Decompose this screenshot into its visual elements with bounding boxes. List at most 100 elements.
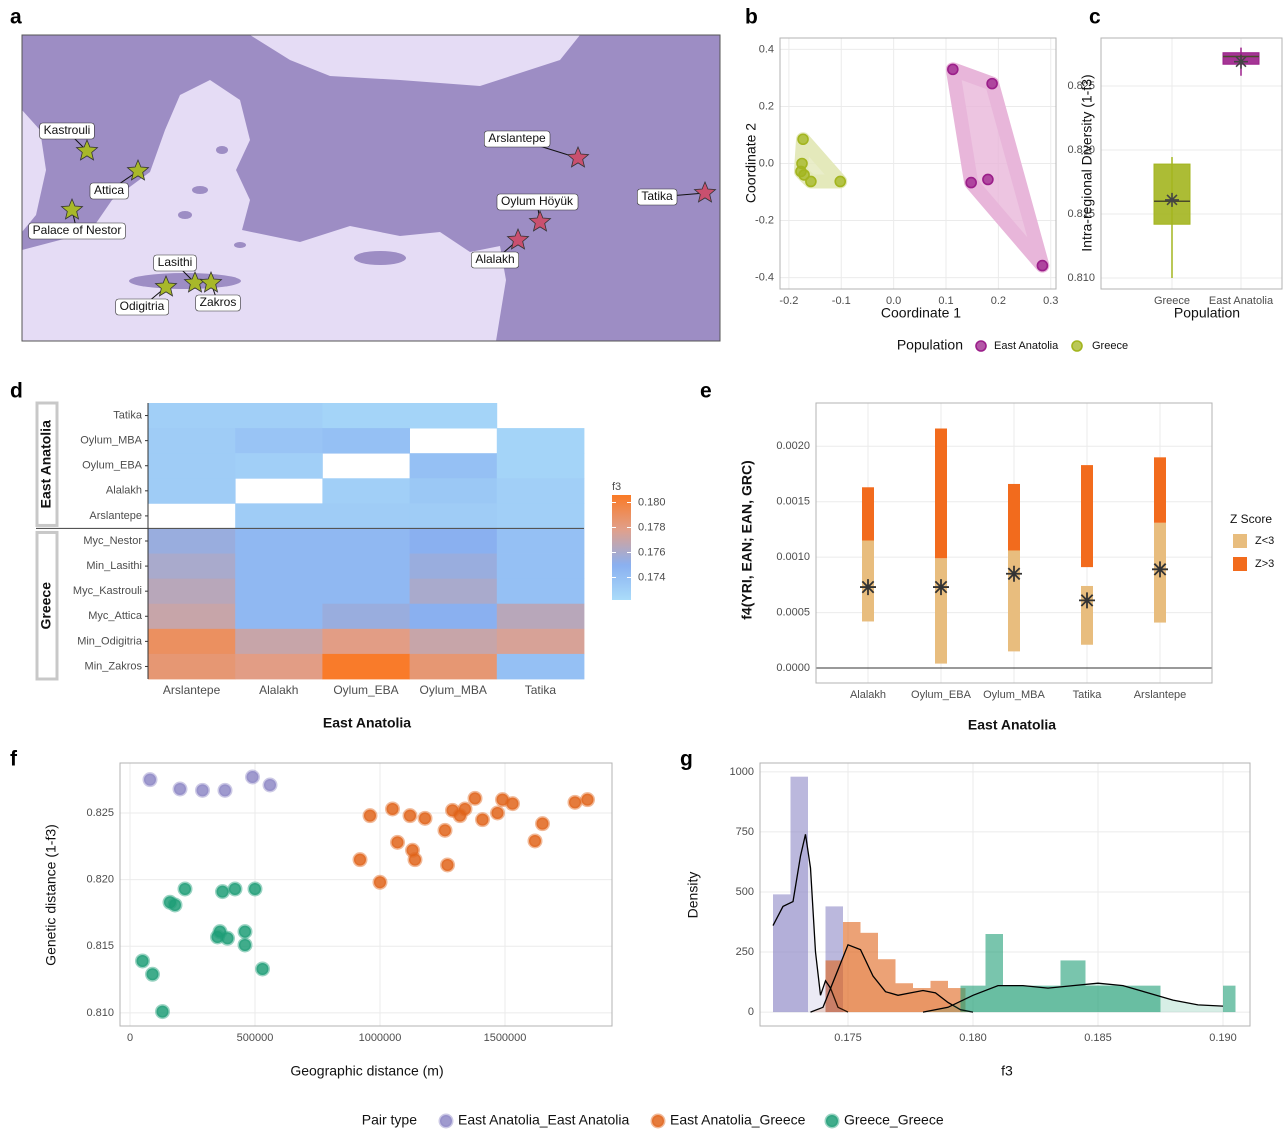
colorbar-label: 0.174 [638, 571, 666, 583]
y-tick-label: 0.825 [86, 807, 114, 819]
colorbar-label: 0.178 [638, 521, 666, 533]
heatmap-cell [235, 403, 323, 428]
y-tick-label: 0 [748, 1006, 754, 1018]
heatmap-cell [322, 503, 410, 528]
heatmap-cell [497, 528, 585, 553]
heatmap-cell [148, 403, 236, 428]
mean-marker [1152, 561, 1168, 577]
legend-symbol [1233, 557, 1247, 571]
point [582, 794, 594, 806]
heatmap-cell [497, 453, 585, 478]
y-tick-label: Min_Zakros [85, 660, 143, 672]
x-tick-label: Alalakh [850, 689, 886, 701]
heatmap-cell [410, 503, 498, 528]
legend-label: East Anatolia_Greece [670, 1112, 806, 1128]
y-tick-label: -0.4 [755, 271, 774, 283]
site-label: Odigitria [120, 299, 165, 313]
point [569, 796, 581, 808]
heatmap-cell [235, 629, 323, 654]
heatmap-cell [322, 629, 410, 654]
legend-symbol [1233, 534, 1247, 548]
colorbar [612, 495, 631, 600]
heatmap-cell [148, 629, 236, 654]
y-tick-label: 0.810 [86, 1007, 114, 1019]
x-axis-title: Geographic distance (m) [290, 1063, 443, 1079]
site-label: Oylum Höyük [501, 194, 574, 208]
point [529, 835, 541, 847]
heatmap-cell [322, 428, 410, 453]
legend-label: East Anatolia [994, 340, 1059, 352]
x-tick-label: Arslantepe [163, 683, 221, 697]
legend-title: Population [897, 337, 963, 353]
point [374, 876, 386, 888]
range-bar [935, 429, 947, 559]
y-axis-title: Genetic distance (1-f3) [43, 824, 59, 966]
y-tick-label: Alalakh [106, 485, 142, 497]
panel-letter: c [1089, 6, 1101, 29]
map-island [234, 242, 246, 248]
point [806, 176, 816, 186]
legend-label: Greece_Greece [844, 1112, 944, 1128]
y-tick-label: 0.0020 [776, 440, 810, 452]
histogram-bar [1223, 986, 1236, 1012]
y-tick-label: Myc_Kastrouli [73, 585, 142, 597]
point [147, 968, 159, 980]
legend-label: Z>3 [1255, 558, 1274, 570]
heatmap-cell [322, 604, 410, 629]
x-axis-title: East Anatolia [323, 715, 411, 731]
point [439, 824, 451, 836]
legend-symbol [976, 341, 986, 351]
point [257, 963, 269, 975]
mean-marker [1165, 193, 1179, 207]
point [987, 79, 997, 89]
map-island [216, 146, 228, 154]
heatmap-cell [497, 428, 585, 453]
point [157, 1006, 169, 1018]
heatmap-cell [148, 579, 236, 604]
point [1037, 261, 1047, 271]
heatmap-cell [235, 604, 323, 629]
plot-background [1101, 38, 1282, 289]
heatmap-cell [322, 528, 410, 553]
x-tick-label: Oylum_EBA [911, 689, 972, 701]
heatmap-cell [410, 604, 498, 629]
legend-title: Pair type [362, 1112, 417, 1128]
heatmap-cell [497, 503, 585, 528]
heatmap-cell [497, 554, 585, 579]
figure: KastrouliAtticaPalace of NestorLasithiZa… [0, 0, 1288, 1133]
point [169, 899, 181, 911]
y-axis-title: Coordinate 2 [743, 123, 759, 203]
legend-symbol [826, 1115, 838, 1127]
point [217, 886, 229, 898]
y-tick-label: Myc_Attica [88, 610, 143, 622]
map-island [354, 251, 406, 265]
y-tick-label: 750 [736, 826, 754, 838]
panel-letter: f [10, 748, 18, 771]
x-tick-label: Oylum_EBA [333, 683, 398, 697]
heatmap-cell [410, 629, 498, 654]
point [137, 955, 149, 967]
x-tick-label: 0.3 [1043, 295, 1058, 307]
heatmap-cell [148, 604, 236, 629]
x-tick-label: Oylum_MBA [983, 689, 1045, 701]
heatmap-cell [497, 579, 585, 604]
heatmap-cell [148, 554, 236, 579]
point [442, 859, 454, 871]
point [409, 854, 421, 866]
site-label: Arslantepe [488, 131, 546, 145]
point [469, 792, 481, 804]
colorbar-label: 0.176 [638, 546, 666, 558]
heatmap-cell [235, 428, 323, 453]
site-label: Palace of Nestor [33, 223, 122, 237]
point [264, 779, 276, 791]
range-bar [1081, 465, 1093, 567]
y-tick-label: 0.820 [86, 874, 114, 886]
y-tick-label: Tatika [113, 409, 143, 421]
heatmap-cell [235, 503, 323, 528]
x-tick-label: 0.180 [959, 1032, 987, 1044]
y-tick-label: Myc_Nestor [83, 535, 142, 547]
point [174, 783, 186, 795]
group-label: Greece [38, 582, 54, 630]
range-bar [935, 558, 947, 663]
x-axis-title: Population [1174, 305, 1240, 321]
